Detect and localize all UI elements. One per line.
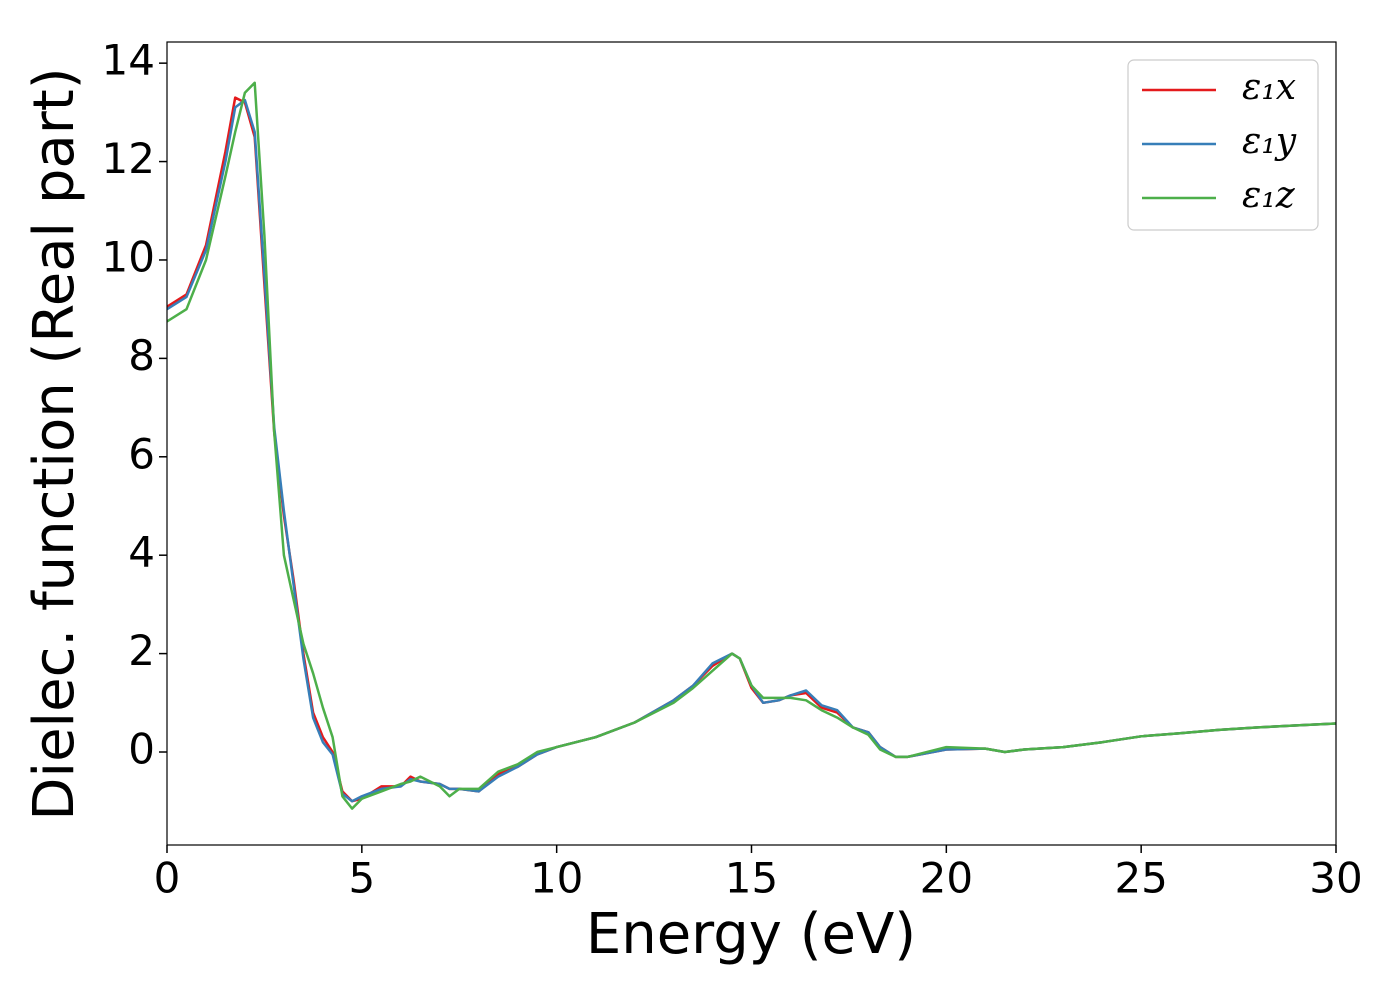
x-tick-label: 15 xyxy=(725,854,778,903)
y-tick-label: 8 xyxy=(128,331,155,380)
y-axis-label: Dielec. function (Real part) xyxy=(22,67,87,820)
x-tick-label: 25 xyxy=(1114,854,1167,903)
y-tick-label: 10 xyxy=(102,232,155,281)
y-tick-label: 12 xyxy=(102,134,155,183)
legend-label: ε₁y xyxy=(1242,121,1297,162)
legend-box xyxy=(1127,59,1319,231)
y-tick-label: 14 xyxy=(102,36,155,85)
plot-frame xyxy=(166,41,1337,846)
x-tick-label: 10 xyxy=(530,854,583,903)
x-tick-label: 0 xyxy=(154,854,181,903)
y-tick-label: 6 xyxy=(128,429,155,478)
x-tick-label: 5 xyxy=(348,854,375,903)
data-line xyxy=(167,81,1336,810)
x-tick-label: 20 xyxy=(920,854,973,903)
y-tick-label: 4 xyxy=(128,528,155,577)
legend-label: ε₁z xyxy=(1242,175,1296,216)
legend-label: ε₁x xyxy=(1242,67,1296,108)
x-axis-label: Energy (eV) xyxy=(586,902,916,967)
y-tick-label: 2 xyxy=(128,626,155,675)
y-tick-label: 0 xyxy=(128,725,155,774)
x-tick-label: 30 xyxy=(1309,854,1362,903)
